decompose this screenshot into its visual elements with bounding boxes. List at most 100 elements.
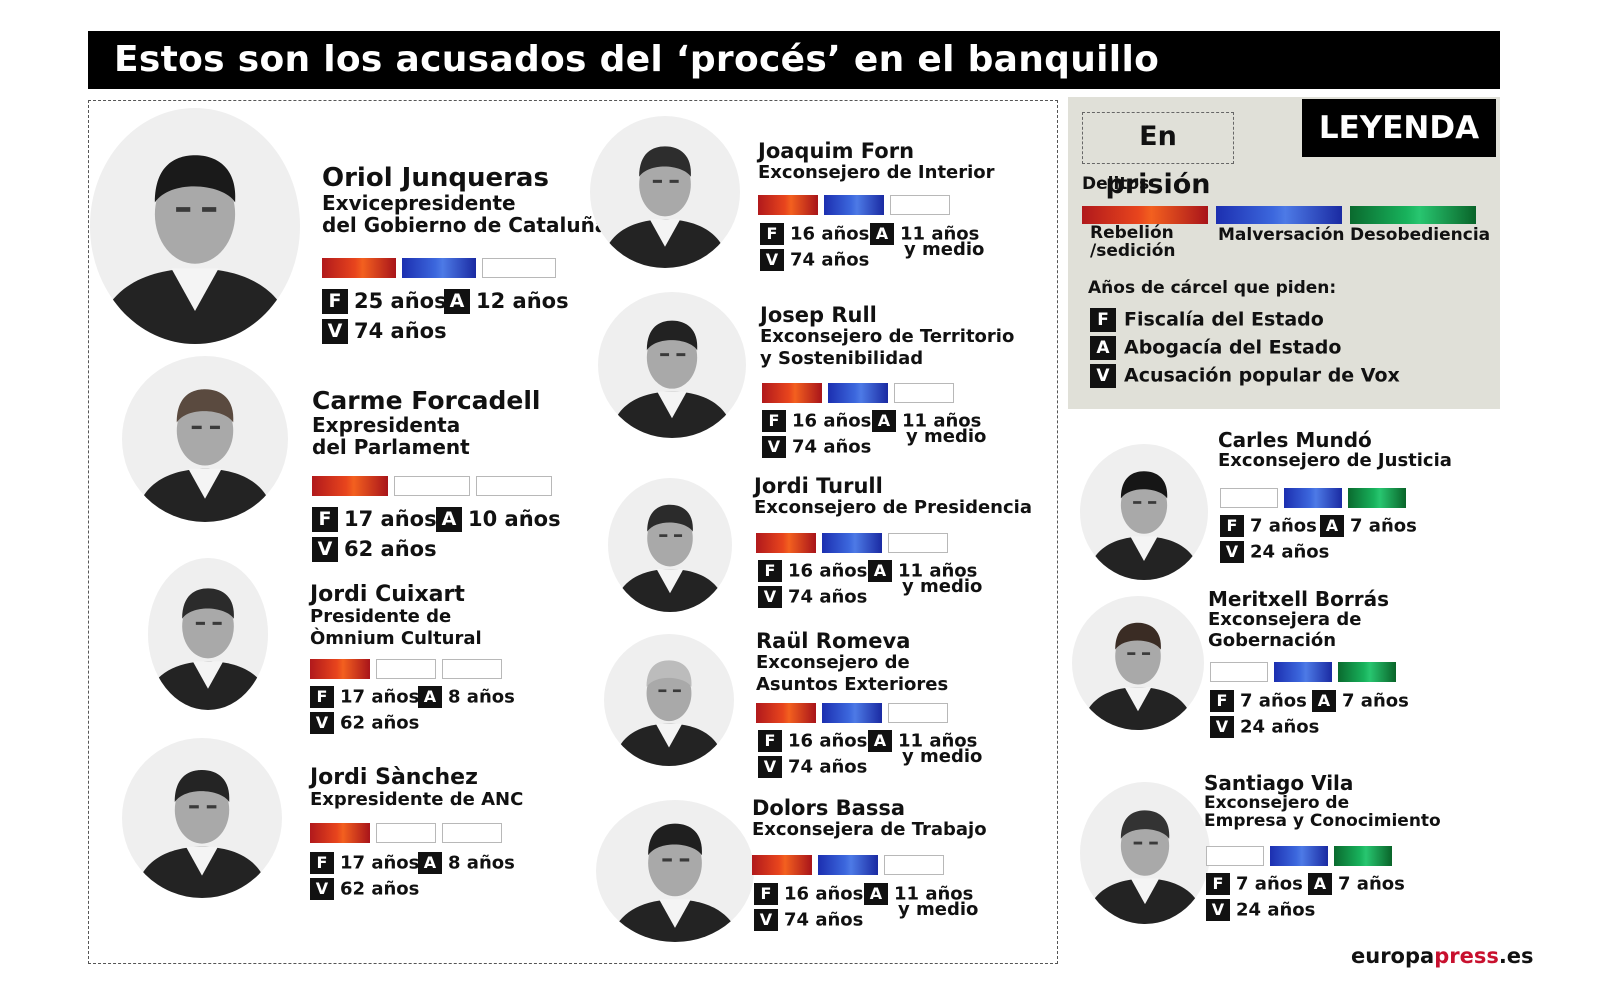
defendant-role: del Parlament (312, 435, 470, 459)
crime-bar-empty (884, 855, 944, 875)
defendant-role: Exvicepresidente (322, 191, 516, 215)
sentence-a: A 7 años (1308, 873, 1405, 895)
legend-vox-text: Acusación popular de Vox (1124, 364, 1400, 387)
sentence-years: 7 años (1250, 515, 1317, 537)
defendant-role: Exconsejero de Presidencia (754, 497, 1032, 518)
sentence-a: A 11 años y medio (864, 883, 978, 920)
sentence-f: F 16 años (760, 223, 869, 245)
sentence-years: 8 años (448, 686, 515, 708)
badge-f: F (758, 730, 782, 752)
in-prison-area (88, 100, 1058, 964)
badge-v: V (754, 909, 778, 931)
defendant-role: Òmnium Cultural (310, 628, 482, 649)
sentence-a: A 11 años y medio (870, 223, 984, 260)
crime-bar-empty (890, 195, 950, 215)
legend-heading: LEYENDA (1302, 99, 1496, 157)
delitos-label: Delitos (1082, 174, 1150, 194)
badge-v: V (762, 436, 786, 458)
sentence-years: 62 años (340, 878, 420, 900)
sentence-years-extra: y medio (898, 899, 979, 920)
crime-bar-empty (888, 533, 948, 553)
defendant-role: Expresidenta (312, 413, 461, 437)
portrait-photo (608, 478, 732, 612)
sentence-years-extra: y medio (902, 746, 983, 767)
badge-a: A (1320, 515, 1344, 537)
title-bar: Estos son los acusados del ‘procés’ en e… (88, 31, 1500, 89)
sentence-f: F 7 años (1210, 690, 1307, 712)
sentence-a: A 11 años y medio (868, 730, 982, 767)
sentence-f: F 16 años (754, 883, 863, 905)
sentence-a: A 8 años (418, 686, 515, 708)
badge-a: A (864, 883, 888, 905)
sentence-years-extra: y medio (902, 576, 983, 597)
sentence-v: V 74 años (760, 249, 869, 271)
sentence-f: F 16 años (762, 410, 871, 432)
badge-a: A (1312, 690, 1336, 712)
defendant-name: Josep Rull (760, 303, 877, 327)
crime-bar-malversacion (828, 383, 888, 403)
crime-bar-rebelion (762, 383, 822, 403)
sentence-years: 7 años (1240, 690, 1307, 712)
defendant-role: Exconsejero de Justicia (1218, 450, 1452, 471)
badge-v: V (310, 878, 334, 900)
sentence-f: F 16 años (758, 730, 867, 752)
defendant-role: Exconsejero de Interior (758, 162, 995, 183)
sentence-years: 7 años (1338, 873, 1405, 895)
badge-f: F (1090, 308, 1116, 332)
sentence-years: 7 años (1236, 873, 1303, 895)
sentence-years: 25 años (354, 289, 447, 313)
portrait-photo (1080, 444, 1208, 580)
defendant-role: Presidente de (310, 606, 452, 627)
portrait-photo (148, 558, 268, 710)
crime-bar-rebelion (752, 855, 812, 875)
crime-bar-rebelion (322, 258, 396, 278)
sentence-years: 11 años (898, 730, 978, 752)
portrait-photo (90, 108, 300, 344)
badge-a: A (870, 223, 894, 245)
sentence-years: 24 años (1250, 541, 1330, 563)
defendant-name: Dolors Bassa (752, 796, 905, 820)
defendant-name: Carles Mundó (1218, 428, 1372, 452)
sentence-years: 17 años (340, 852, 420, 874)
crime-bar-rebelion (310, 659, 370, 679)
badge-f: F (322, 288, 348, 314)
legend-abogacia-text: Abogacía del Estado (1124, 336, 1342, 359)
sentence-years: 11 años (902, 410, 982, 432)
badge-f: F (760, 223, 784, 245)
defendant-role: Exconsejero de Territorio (760, 326, 1015, 347)
sentence-a: A 8 años (418, 852, 515, 874)
sentence-years: 74 años (354, 319, 447, 343)
sentence-a: A 7 años (1320, 515, 1417, 537)
sentence-v: V 24 años (1210, 716, 1319, 738)
defendant-role: Exconsejero de (1204, 793, 1350, 813)
legend-fiscalia: F Fiscalía del Estado (1090, 308, 1324, 332)
sentence-f: F 25 años (322, 288, 447, 314)
sentence-years: 17 años (340, 686, 420, 708)
badge-v: V (312, 536, 338, 562)
sentence-years: 7 años (1350, 515, 1417, 537)
sentence-a: A 11 años y medio (872, 410, 986, 447)
crime-bar-malversacion (822, 533, 882, 553)
legend-desobediencia-label: Desobediencia (1350, 225, 1491, 245)
sentence-years: 74 años (788, 586, 868, 608)
defendant-role: Empresa y Conocimiento (1204, 811, 1441, 831)
defendant-role: Asuntos Exteriores (756, 674, 949, 695)
badge-a: A (436, 506, 462, 532)
legend-vox: V Acusación popular de Vox (1090, 364, 1400, 388)
legend-rebelion-label: Rebelión /sedición (1090, 223, 1176, 261)
sentence-years: 11 años (898, 560, 978, 582)
badge-f: F (1210, 690, 1234, 712)
sentence-v: V 74 años (762, 436, 871, 458)
badge-a: A (444, 288, 470, 314)
sentence-a: A 12 años (444, 288, 569, 314)
defendant-name: Oriol Junqueras (322, 163, 549, 193)
sentence-a: A 10 años (436, 506, 561, 532)
crime-bar-rebelion (758, 195, 818, 215)
sentence-years: 24 años (1236, 899, 1316, 921)
defendant-role: Gobernación (1208, 630, 1337, 651)
crime-bar-rebelion (756, 703, 816, 723)
sentence-years: 62 años (344, 537, 437, 561)
badge-f: F (1206, 873, 1230, 895)
europapress-logo: europapress.es (1351, 944, 1534, 968)
defendant-role: Expresidente de ANC (310, 789, 524, 810)
